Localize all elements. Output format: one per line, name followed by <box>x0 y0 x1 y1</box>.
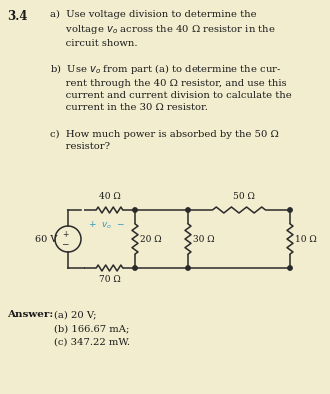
Circle shape <box>186 208 190 212</box>
Text: +  $v_o$  −: + $v_o$ − <box>88 219 125 230</box>
Text: 30 Ω: 30 Ω <box>193 234 214 243</box>
Text: (a) 20 V;: (a) 20 V; <box>54 310 96 319</box>
Circle shape <box>186 266 190 270</box>
Text: c)  How much power is absorbed by the 50 Ω
     resistor?: c) How much power is absorbed by the 50 … <box>50 130 279 151</box>
Text: (c) 347.22 mW.: (c) 347.22 mW. <box>54 338 130 347</box>
Text: −: − <box>61 240 69 249</box>
Text: 20 Ω: 20 Ω <box>140 234 162 243</box>
Text: 10 Ω: 10 Ω <box>295 234 317 243</box>
Text: 3.4: 3.4 <box>7 10 27 23</box>
Circle shape <box>288 266 292 270</box>
Text: Answer:: Answer: <box>7 310 53 319</box>
Text: 40 Ω: 40 Ω <box>99 192 120 201</box>
Text: 50 Ω: 50 Ω <box>233 192 255 201</box>
Text: (b) 166.67 mA;: (b) 166.67 mA; <box>54 324 129 333</box>
Text: +: + <box>62 229 68 238</box>
Circle shape <box>133 208 137 212</box>
Circle shape <box>288 208 292 212</box>
Text: a)  Use voltage division to determine the
     voltage $v_o$ across the 40 Ω res: a) Use voltage division to determine the… <box>50 10 276 48</box>
Text: b)  Use $v_o$ from part (a) to determine the cur-
     rent through the 40 Ω res: b) Use $v_o$ from part (a) to determine … <box>50 62 292 112</box>
Circle shape <box>133 266 137 270</box>
Text: 60 V: 60 V <box>35 234 57 243</box>
Text: 70 Ω: 70 Ω <box>99 275 120 284</box>
